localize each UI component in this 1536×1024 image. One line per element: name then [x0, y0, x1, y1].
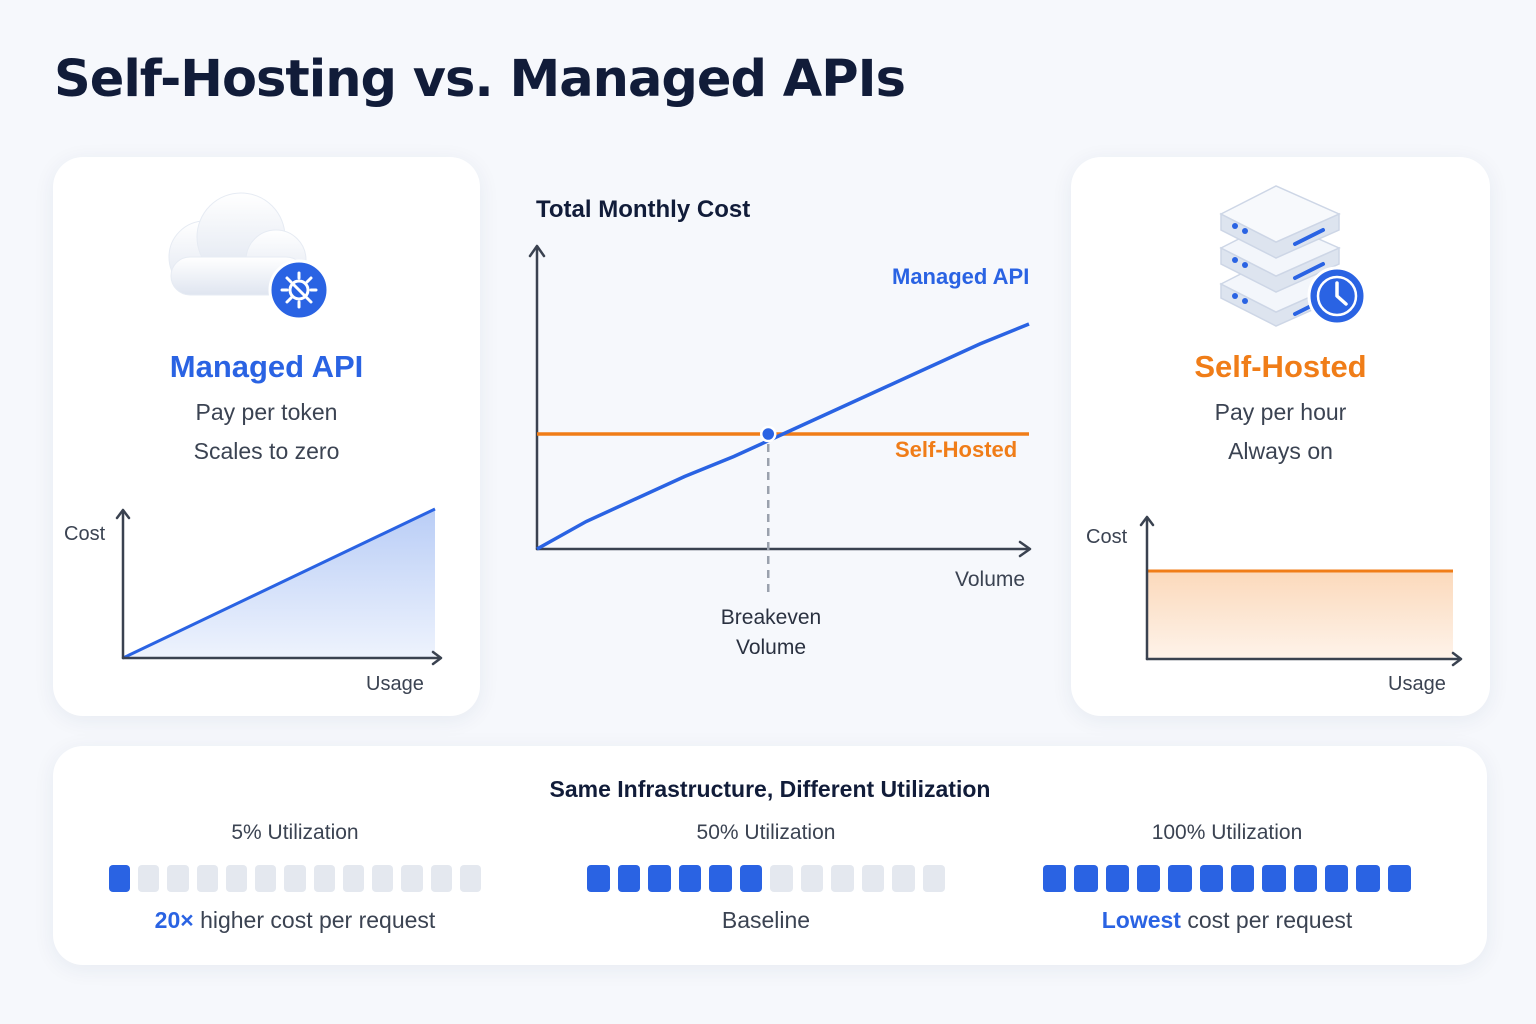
utilization-block-empty: [800, 865, 823, 892]
page-title: Self-Hosting vs. Managed APIs: [54, 50, 906, 109]
utilization-block-filled: [678, 865, 701, 892]
managed-api-series-label: Managed API: [892, 264, 1030, 289]
utilization-group-5: 5% Utilization 20× higher cost per reque…: [109, 821, 481, 934]
utilization-block-empty: [892, 865, 915, 892]
utilization-block-empty: [401, 865, 423, 892]
utilization-block-empty: [138, 865, 160, 892]
utilization-block-filled: [109, 865, 131, 892]
utilization-block-empty: [430, 865, 452, 892]
utilization-block-empty: [196, 865, 218, 892]
managed-api-card: Managed API Pay per token Scales to zero…: [53, 157, 480, 716]
utilization-block-empty: [342, 865, 365, 892]
utilization-block-filled: [739, 865, 762, 892]
managed-mini-ylabel: Cost: [64, 523, 106, 545]
utilization-block-empty: [770, 865, 793, 892]
utilization-block-empty: [459, 865, 481, 892]
chart-xlabel: Volume: [955, 568, 1026, 591]
chart-title: Total Monthly Cost: [536, 196, 751, 223]
utilization-note-text: cost per request: [1180, 907, 1353, 933]
utilization-block-filled: [1168, 865, 1192, 892]
utilization-block-filled: [617, 865, 640, 892]
managed-mini-chart: [115, 507, 443, 666]
breakeven-label: Breakeven Volume: [700, 603, 842, 663]
utilization-note: Lowest cost per request: [1043, 907, 1411, 934]
self-hosted-line2: Always on: [1228, 438, 1333, 464]
self-mini-xlabel: Usage: [1388, 673, 1446, 695]
utilization-block-filled: [1074, 865, 1098, 892]
utilization-group-50: 50% Utilization Baseline: [587, 821, 945, 934]
utilization-label: 5% Utilization: [231, 821, 359, 844]
utilization-block-empty: [255, 865, 277, 892]
utilization-bar: [587, 865, 945, 893]
utilization-block-empty: [313, 865, 335, 892]
utilization-block-empty: [372, 865, 394, 892]
utilization-block-empty: [167, 865, 189, 892]
utilization-block-empty: [284, 865, 306, 892]
utilization-card: Same Infrastructure, Different Utilizati…: [53, 746, 1487, 965]
utilization-block-filled: [1387, 865, 1411, 892]
utilization-block-filled: [1199, 865, 1223, 892]
self-mini-axes: [1139, 515, 1463, 667]
utilization-note: Baseline: [587, 907, 945, 934]
utilization-block-filled: [1105, 865, 1129, 892]
managed-api-line1: Pay per token: [195, 399, 338, 425]
breakeven-label-line2: Volume: [735, 636, 807, 659]
breakeven-label-line1: Breakeven: [720, 606, 822, 629]
utilization-block-filled: [1043, 865, 1067, 892]
self-mini-ylabel: Cost: [1086, 526, 1128, 548]
utilization-title: Same Infrastructure, Different Utilizati…: [549, 776, 991, 802]
managed-api-line2: Scales to zero: [193, 438, 340, 464]
utilization-label: 100% Utilization: [1151, 821, 1303, 844]
self-hosted-title: Self-Hosted: [1194, 349, 1367, 384]
utilization-group-100: 100% Utilization Lowest cost per request: [1043, 821, 1411, 934]
chart-axes: [528, 244, 1032, 558]
utilization-block-empty: [861, 865, 884, 892]
utilization-block-filled: [1325, 865, 1349, 892]
server-clock-icon: [1219, 185, 1367, 327]
managed-api-title: Managed API: [169, 349, 364, 384]
self-hosted-series-label: Self-Hosted: [895, 437, 1018, 462]
utilization-block-filled: [1231, 865, 1255, 892]
utilization-bar: [109, 865, 481, 893]
self-mini-chart: [1139, 515, 1463, 667]
utilization-block-empty: [225, 865, 248, 892]
utilization-block-filled: [1293, 865, 1317, 892]
managed-api-line: [536, 322, 1030, 551]
managed-mini-xlabel: Usage: [366, 673, 424, 695]
utilization-block-filled: [648, 865, 671, 892]
utilization-note-text: higher cost per request: [193, 907, 436, 933]
managed-mini-axes: [115, 508, 443, 666]
utilization-bar: [1043, 865, 1411, 893]
managed-mini-line: [122, 507, 436, 660]
utilization-block-empty: [922, 865, 945, 892]
breakeven-point: [759, 425, 777, 443]
utilization-note-highlight: Lowest: [1101, 907, 1181, 933]
utilization-block-filled: [587, 865, 610, 892]
utilization-block-filled: [1262, 865, 1286, 892]
self-hosted-card: Self-Hosted Pay per hour Always on Cost …: [1071, 157, 1490, 716]
utilization-block-empty: [831, 865, 854, 892]
utilization-block-filled: [1356, 865, 1380, 892]
utilization-block-filled: [1137, 865, 1161, 892]
utilization-note-highlight: 20×: [154, 907, 194, 933]
utilization-label: 50% Utilization: [696, 821, 836, 844]
cloud-api-icon: [168, 192, 330, 321]
utilization-note: 20× higher cost per request: [109, 907, 481, 934]
self-mini-area: [1147, 571, 1453, 659]
utilization-note-text: Baseline: [721, 907, 811, 933]
utilization-block-filled: [709, 865, 732, 892]
self-hosted-line1: Pay per hour: [1214, 399, 1347, 425]
